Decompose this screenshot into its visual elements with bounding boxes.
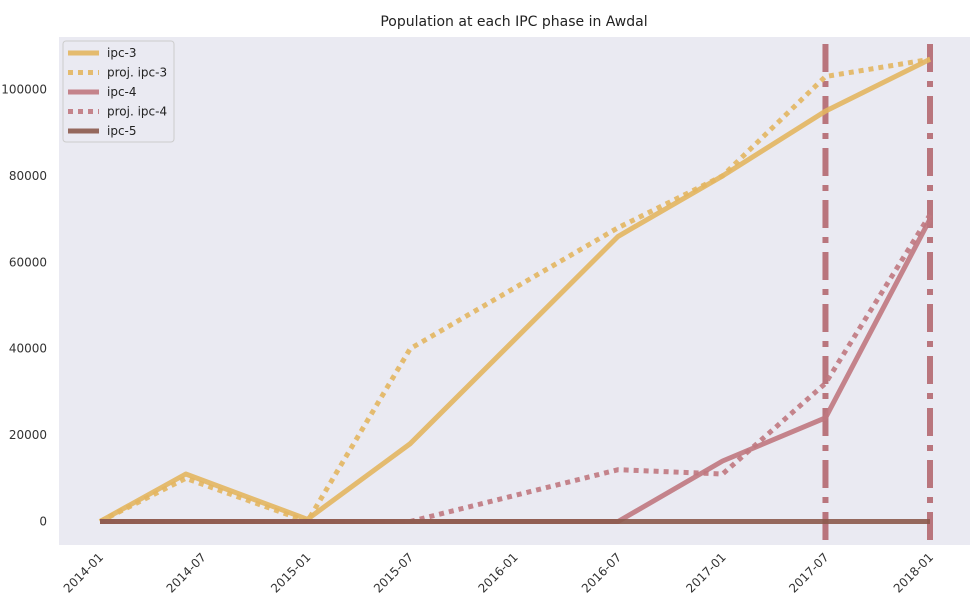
x-tick-label: 2015-01 <box>268 550 313 595</box>
legend-box <box>62 40 175 143</box>
legend-label: proj. ipc-4 <box>107 105 167 119</box>
x-tick-label: 2014-07 <box>164 550 209 595</box>
x-tick-label: 2015-07 <box>371 550 416 595</box>
x-tick-label: 2016-07 <box>579 550 624 595</box>
series-line-proj-ipc-3 <box>98 56 931 524</box>
y-tick-label: 60000 <box>9 255 47 269</box>
y-tick-label: 20000 <box>9 428 47 442</box>
legend-label: proj. ipc-3 <box>107 66 167 80</box>
y-tick-label: 100000 <box>1 83 47 97</box>
y-tick-label: 0 <box>39 515 47 529</box>
series-lines <box>98 56 933 524</box>
y-tick-label: 40000 <box>9 342 47 356</box>
series-line-ipc-3 <box>98 57 932 524</box>
x-tick-label: 2017-01 <box>683 550 728 595</box>
y-tick-label: 80000 <box>9 169 47 183</box>
legend-label: ipc-3 <box>107 46 137 60</box>
legend-label: ipc-5 <box>107 124 137 138</box>
chart-title: Population at each IPC phase in Awdal <box>380 14 647 30</box>
plot-background <box>59 37 970 545</box>
vertical-markers <box>822 44 933 545</box>
y-axis-ticks: 0 20000 40000 60000 80000 100000 <box>1 83 47 529</box>
x-tick-label: 2014-01 <box>61 550 106 595</box>
x-tick-label: 2017-07 <box>786 550 831 595</box>
x-tick-label: 2016-01 <box>475 550 520 595</box>
legend-label: ipc-4 <box>107 85 137 99</box>
x-axis-ticks: 2014-01 2014-07 2015-01 2015-07 2016-01 2016-… <box>61 550 936 595</box>
x-tick-label: 2018-01 <box>891 550 936 595</box>
legend: ipc-3 proj. ipc-3 ipc-4 proj. ipc-4 ipc-5 <box>62 40 175 143</box>
